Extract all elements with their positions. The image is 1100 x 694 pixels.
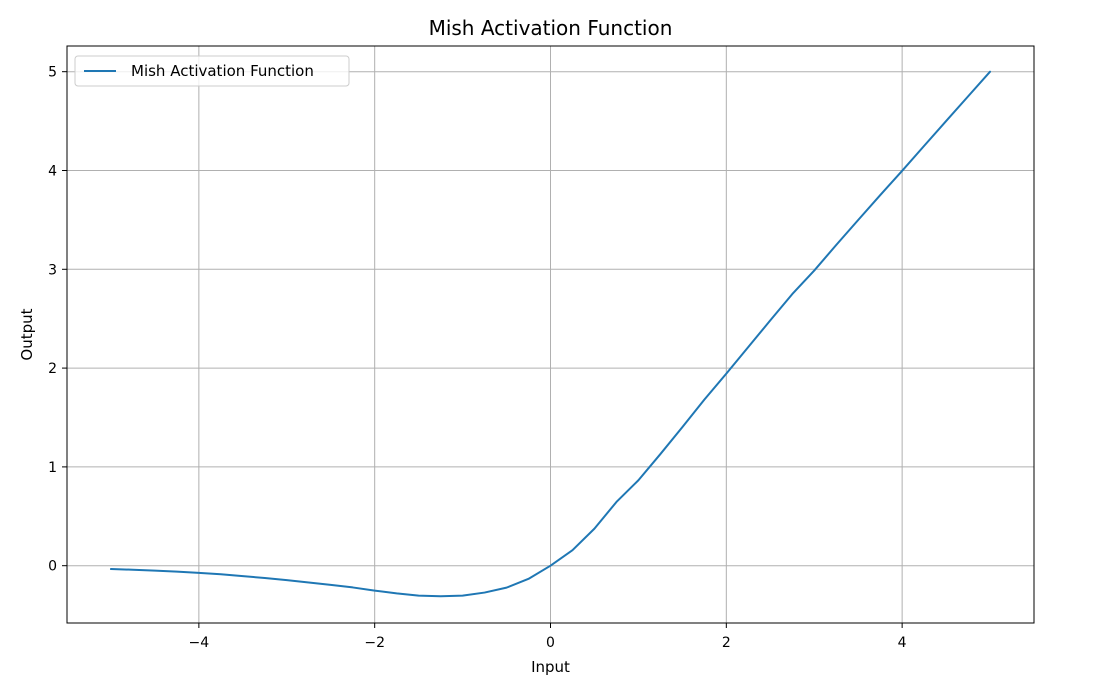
grid xyxy=(67,46,1034,623)
x-axis-label: Input xyxy=(531,658,570,676)
legend-label: Mish Activation Function xyxy=(131,62,314,80)
y-tick-label: 5 xyxy=(48,65,57,81)
y-tick-label: 1 xyxy=(48,460,57,476)
legend: Mish Activation Function xyxy=(74,55,350,87)
x-tick-label: 4 xyxy=(898,635,907,651)
y-tick-label: 2 xyxy=(48,361,57,377)
x-tick-label: −2 xyxy=(364,635,385,651)
ticks: −4 −2 0 2 4 0 1 2 3 4 5 xyxy=(48,65,907,651)
x-tick-label: 2 xyxy=(722,635,731,651)
series-line-mish xyxy=(109,70,992,598)
series-layer xyxy=(109,70,992,598)
y-tick-label: 3 xyxy=(48,262,57,278)
y-tick-label: 4 xyxy=(48,163,57,179)
y-tick-label: 0 xyxy=(48,559,57,575)
chart-title: Mish Activation Function xyxy=(429,16,673,40)
y-axis-label: Output xyxy=(18,308,36,360)
legend-box xyxy=(74,55,350,87)
x-tick-label: −4 xyxy=(189,635,210,651)
x-tick-label: 0 xyxy=(546,635,555,651)
